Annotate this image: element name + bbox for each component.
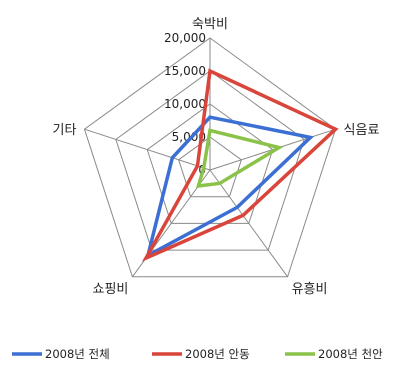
axis-label: 기타 xyxy=(53,123,77,138)
grid-ring xyxy=(83,37,337,278)
legend: 2008년 전체 2008년 안동 2008년 천안 xyxy=(12,347,383,361)
radial-tick-label: 10,000 xyxy=(164,97,206,111)
radial-tick-label: 20,000 xyxy=(164,31,206,45)
axis-label: 쇼핑비 xyxy=(93,282,129,297)
radial-tick-label: 5,000 xyxy=(172,130,206,144)
radial-tick-label: 15,000 xyxy=(164,64,206,78)
series-lines xyxy=(141,68,339,262)
axis-label: 숙박비 xyxy=(192,17,228,32)
series-line xyxy=(141,68,339,262)
grid-ring xyxy=(115,70,305,251)
legend-label: 2008년 전체 xyxy=(45,347,110,361)
series-line xyxy=(145,115,315,259)
spoke xyxy=(209,169,288,278)
series-line xyxy=(195,128,284,189)
axis-label: 유흥비 xyxy=(292,282,328,297)
axis-label: 식음료 xyxy=(344,123,380,138)
grid-ring xyxy=(178,136,242,198)
legend-label: 2008년 안동 xyxy=(185,347,250,361)
spoke xyxy=(84,128,211,171)
legend-label: 2008년 천안 xyxy=(318,347,383,361)
